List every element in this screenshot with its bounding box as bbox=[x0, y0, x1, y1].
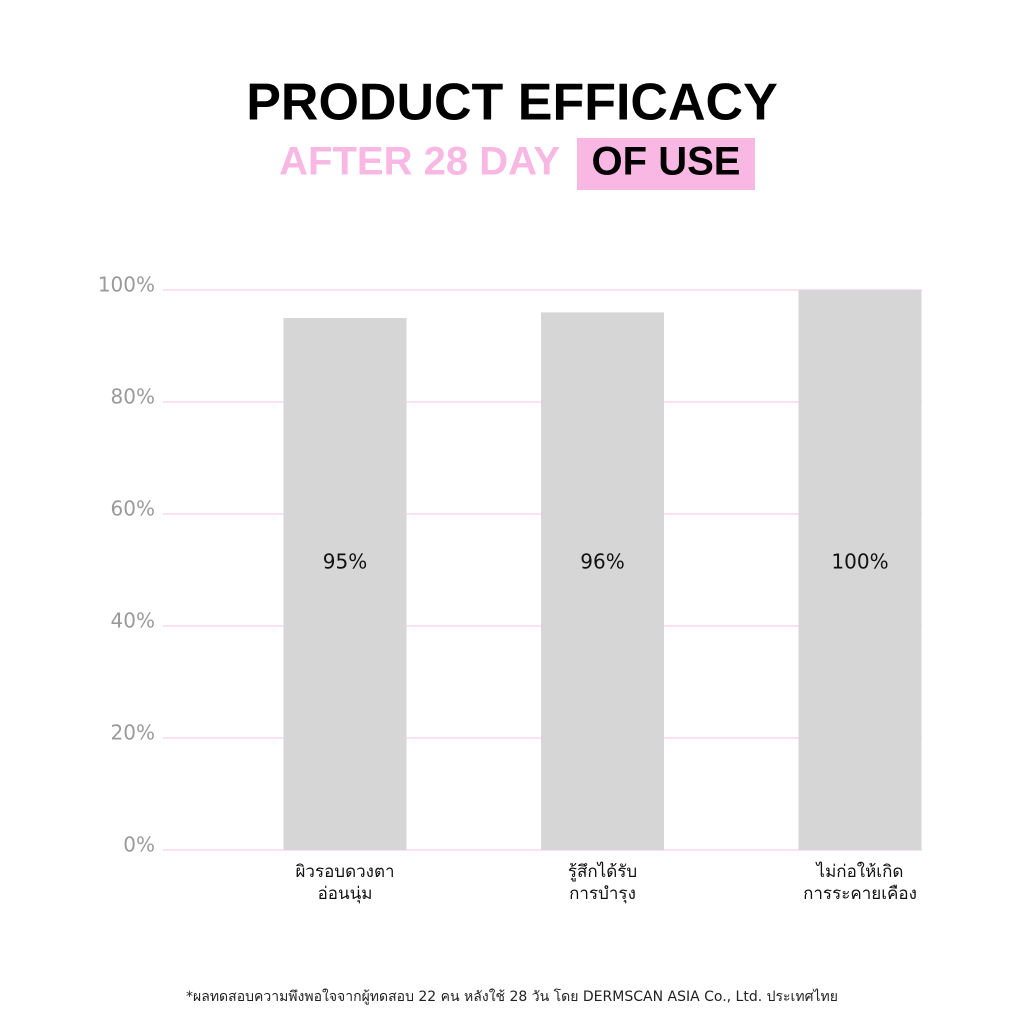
x-tick-label: การบำรุง bbox=[569, 884, 636, 904]
value-label: 96% bbox=[580, 550, 624, 574]
bar bbox=[541, 312, 664, 850]
value-label: 95% bbox=[323, 550, 367, 574]
value-label: 100% bbox=[831, 550, 888, 574]
y-tick-label: 40% bbox=[111, 609, 155, 633]
x-tick-label: รู้สึกได้รับ bbox=[568, 861, 637, 882]
y-tick-label: 0% bbox=[123, 833, 155, 857]
x-tick-label: ผิวรอบดวงตา bbox=[295, 862, 394, 882]
subtitle-highlight: OF USE bbox=[592, 140, 741, 184]
bar bbox=[283, 318, 407, 850]
footnote: *ผลทดสอบความพึงพอใจจากผู้ทดสอบ 22 คน หลั… bbox=[186, 988, 838, 1005]
x-tick-label: ไม่ก่อให้เกิด bbox=[815, 861, 904, 882]
y-tick-label: 20% bbox=[111, 721, 155, 745]
subtitle: AFTER 28 DAY bbox=[279, 140, 560, 184]
y-tick-label: 80% bbox=[111, 385, 155, 409]
bar bbox=[798, 290, 922, 850]
y-tick-label: 60% bbox=[111, 497, 155, 521]
y-tick-label: 100% bbox=[98, 273, 155, 297]
highlight-box bbox=[577, 138, 755, 190]
x-tick-label: การระคายเคือง bbox=[803, 884, 917, 904]
x-tick-label: อ่อนนุ่ม bbox=[318, 884, 373, 904]
chart-title: PRODUCT EFFICACY bbox=[246, 74, 778, 132]
